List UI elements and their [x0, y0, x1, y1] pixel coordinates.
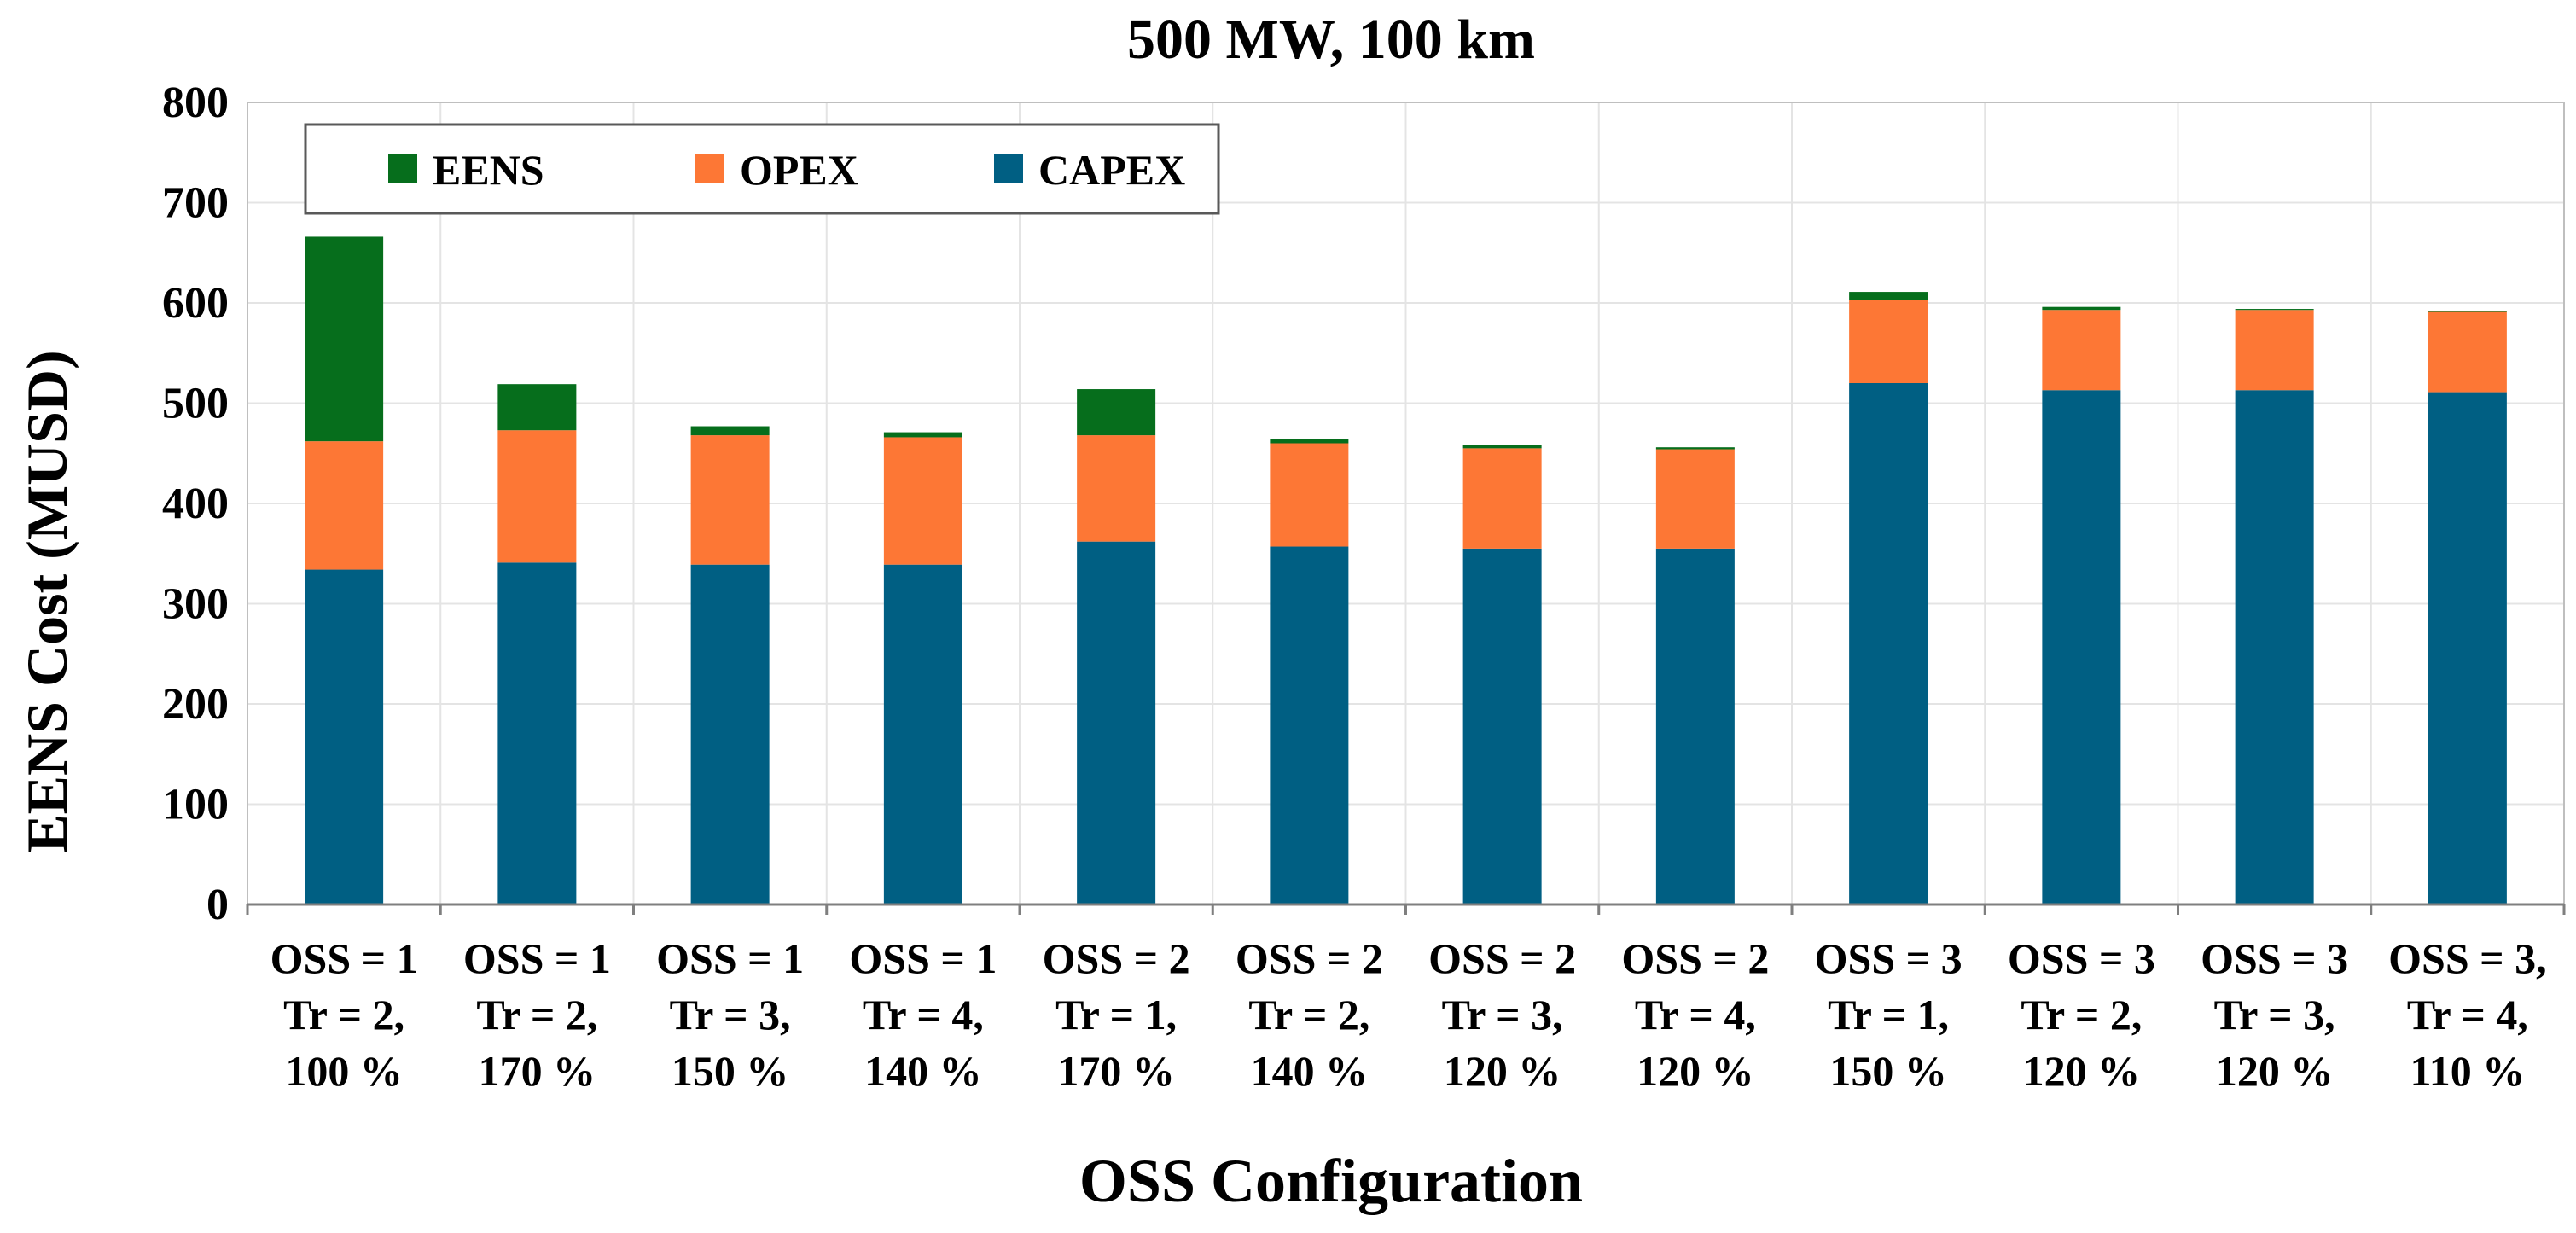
bar-opex — [1462, 448, 1542, 549]
x-tick-label: Tr = 2, — [1248, 991, 1369, 1038]
bar-capex — [1849, 383, 1928, 904]
x-axis-label: OSS Configuration — [1079, 1147, 1583, 1215]
bar-opex — [883, 437, 962, 565]
x-tick-label: Tr = 4, — [2407, 991, 2528, 1038]
y-tick-label: 600 — [162, 279, 229, 328]
x-tick-label: OSS = 2 — [1236, 934, 1383, 982]
y-tick-label: 400 — [162, 480, 229, 528]
legend-swatch-capex — [994, 154, 1023, 183]
x-tick-label: OSS = 2 — [1428, 934, 1576, 982]
x-tick-label: OSS = 1 — [849, 934, 997, 982]
x-tick-label: 120 % — [2023, 1047, 2141, 1095]
x-tick-label: Tr = 3, — [2214, 991, 2335, 1038]
x-tick-label: OSS = 1 — [270, 934, 418, 982]
x-tick-label: 150 % — [1829, 1047, 1947, 1095]
bar-eens — [497, 384, 577, 431]
bar-opex — [2042, 310, 2121, 391]
bar-capex — [1270, 546, 1349, 904]
x-tick-label: Tr = 2, — [283, 991, 404, 1038]
bar-capex — [690, 564, 770, 904]
bar-capex — [1462, 548, 1542, 904]
y-tick-label: 700 — [162, 179, 229, 228]
bar-capex — [2042, 390, 2121, 905]
bar-capex — [1077, 541, 1156, 904]
bar-eens — [1849, 292, 1928, 300]
x-tick-label: 120 % — [1444, 1047, 1561, 1095]
x-tick-label: Tr = 1, — [1828, 991, 1949, 1038]
y-tick-label: 300 — [162, 580, 229, 629]
x-tick-label: 120 % — [2216, 1047, 2334, 1095]
x-tick-label: OSS = 2 — [1043, 934, 1190, 982]
gridlines — [247, 102, 2564, 904]
bar-opex — [1849, 300, 1928, 383]
bar-opex — [1077, 435, 1156, 542]
bar-eens — [1270, 439, 1349, 444]
bar-opex — [2428, 311, 2507, 393]
y-tick-label: 200 — [162, 680, 229, 729]
x-tick-label: Tr = 4, — [1635, 991, 1756, 1038]
bar-opex — [305, 441, 384, 570]
bar-eens — [2042, 306, 2121, 311]
y-tick-labels: 0 100 200 300 400 500 600 700 800 — [162, 79, 229, 929]
legend-label-eens: EENS — [433, 146, 544, 194]
bar-eens — [1077, 389, 1156, 436]
x-tick-label: OSS = 3 — [2201, 934, 2348, 982]
legend-box — [304, 123, 1220, 215]
chart-title: 500 MW, 100 km — [1127, 9, 1535, 71]
legend: EENS OPEX CAPEX — [304, 123, 1220, 215]
axes — [246, 102, 2566, 915]
legend-label-opex: OPEX — [740, 146, 858, 194]
bar-capex — [305, 569, 384, 904]
x-tick-label: OSS = 2 — [1621, 934, 1769, 982]
x-tick-label: 120 % — [1637, 1047, 1754, 1095]
x-tick-label: Tr = 3, — [1442, 991, 1563, 1038]
x-tick-label: 140 % — [1251, 1047, 1369, 1095]
x-tick-label: OSS = 1 — [656, 934, 804, 982]
x-tick-label: Tr = 2, — [476, 991, 597, 1038]
x-tick-label: 150 % — [672, 1047, 789, 1095]
y-tick-label: 500 — [162, 380, 229, 428]
x-tick-label: 170 % — [1057, 1047, 1175, 1095]
legend-label-capex: CAPEX — [1038, 146, 1185, 194]
y-axis-label: EENS Cost (MUSD) — [15, 350, 79, 852]
bars — [305, 236, 2507, 905]
x-tick-label: OSS = 3 — [1815, 934, 1963, 982]
x-tick-label: Tr = 1, — [1055, 991, 1177, 1038]
x-tick-label: 170 % — [479, 1047, 596, 1095]
legend-swatch-eens — [388, 154, 417, 183]
y-tick-label: 0 — [206, 881, 229, 929]
x-tick-label: Tr = 2, — [2021, 991, 2142, 1038]
bar-capex — [497, 562, 577, 904]
x-tick-label: Tr = 4, — [863, 991, 984, 1038]
bar-eens — [305, 236, 384, 442]
y-tick-label: 100 — [162, 781, 229, 829]
x-tick-label: OSS = 1 — [463, 934, 611, 982]
bar-opex — [2235, 310, 2314, 391]
bar-eens — [883, 432, 962, 438]
x-tick-label: Tr = 3, — [670, 991, 791, 1038]
bar-opex — [1270, 443, 1349, 547]
y-tick-label: 800 — [162, 79, 229, 127]
bar-eens — [1655, 447, 1735, 450]
x-tick-label: 140 % — [864, 1047, 982, 1095]
bar-capex — [883, 564, 962, 904]
bar-opex — [690, 435, 770, 565]
x-tick-label: 110 % — [2410, 1047, 2526, 1095]
bar-opex — [1655, 449, 1735, 549]
bar-eens — [690, 426, 770, 436]
bar-capex — [2235, 390, 2314, 905]
bar-capex — [1655, 548, 1735, 904]
bar-capex — [2428, 392, 2507, 904]
bar-eens — [1462, 445, 1542, 449]
legend-swatch-opex — [695, 154, 724, 183]
x-tick-label: 100 % — [285, 1047, 403, 1095]
bar-eens — [2235, 309, 2314, 311]
bar-opex — [497, 430, 577, 563]
x-tick-label: OSS = 3 — [2008, 934, 2155, 982]
x-tick-label: OSS = 3, — [2388, 934, 2547, 982]
x-tick-labels: OSS = 1 Tr = 2, 100 % OSS = 1 Tr = 2, 170 % OS… — [270, 934, 2547, 1095]
